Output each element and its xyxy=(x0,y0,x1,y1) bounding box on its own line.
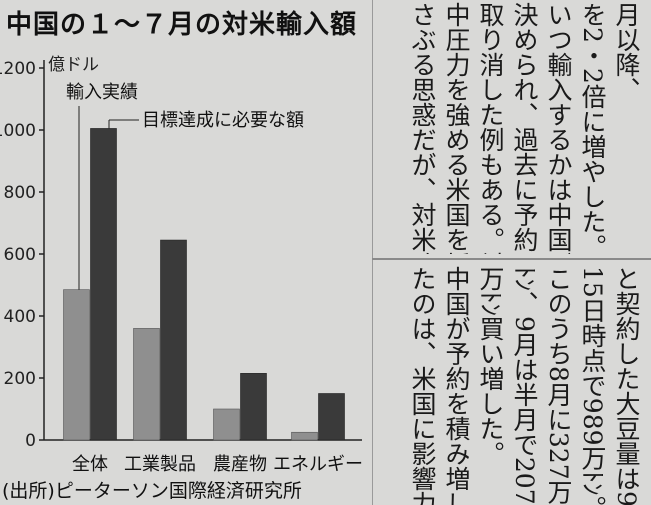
y-tick-label: 600 xyxy=(4,245,36,265)
bar-actual-0 xyxy=(63,289,90,441)
y-tick-label: 800 xyxy=(4,183,36,203)
series-label-actual: 輸入実績 xyxy=(66,82,138,103)
y-tick-label: 1200 xyxy=(0,59,36,79)
article-bottom-column: 15日時点で989万ﾄﾝ。 xyxy=(578,266,607,505)
article-bottom-column: と契約した大豆量は9月 xyxy=(612,266,641,505)
chart-figure: 中国の１～７月の対米輸入額 0 200 400 600 800 1000 1200 億ドル全体… xyxy=(0,10,363,502)
y-tick-label: 400 xyxy=(4,307,36,327)
article-top-column: 中圧力を強める米国を揺 xyxy=(442,2,471,254)
series-label-target: 目標達成に必要な額 xyxy=(142,110,304,131)
article-bottom-column: 万ﾄﾝ買い増した。 xyxy=(476,266,505,467)
article-top-column: 月以降、 xyxy=(612,2,641,102)
y-tick-label: 0 xyxy=(25,431,36,451)
bar-target-0 xyxy=(90,128,117,441)
bar-actual-3 xyxy=(291,431,318,441)
column-divider xyxy=(372,0,373,505)
bar-target-3 xyxy=(318,393,345,441)
article-top-column: 決められ、過去に予約を xyxy=(510,2,539,254)
article-bottom-column: ﾄﾝ、9月は半月で207 xyxy=(510,266,539,505)
section-divider xyxy=(372,258,651,260)
article-top-column: いつ輸入するかは中国が xyxy=(544,2,573,254)
article-bottom-column: 中国が予約を積み増し xyxy=(442,266,471,505)
bar-target-1 xyxy=(160,239,187,441)
article-bottom-column: たのは、米国に影響力を xyxy=(408,266,437,505)
chart-title: 中国の１～７月の対米輸入額 xyxy=(6,10,358,40)
y-tick-label: 200 xyxy=(4,369,36,389)
y-unit-label: 億ドル xyxy=(48,55,99,75)
y-tick-label: 1000 xyxy=(0,121,36,141)
bar-target-2 xyxy=(240,373,267,441)
article-top-column: を2・2倍に増やした。 xyxy=(578,2,607,254)
category-label: エネルギー xyxy=(273,454,363,475)
article-top-column: 取り消した例もある。対 xyxy=(476,2,505,254)
chart-source-note: (出所)ピーターソン国際経済研究所 xyxy=(2,480,302,502)
category-label: 全体 xyxy=(72,454,108,475)
article-top-column: さぶる思惑だが、対米政 xyxy=(408,2,437,254)
bar-actual-1 xyxy=(133,328,160,441)
bar-actual-2 xyxy=(213,408,240,441)
article-bottom-column: このうち8月に327万 xyxy=(544,266,573,505)
category-label: 農産物 xyxy=(213,454,267,475)
category-label: 工業製品 xyxy=(124,454,196,475)
